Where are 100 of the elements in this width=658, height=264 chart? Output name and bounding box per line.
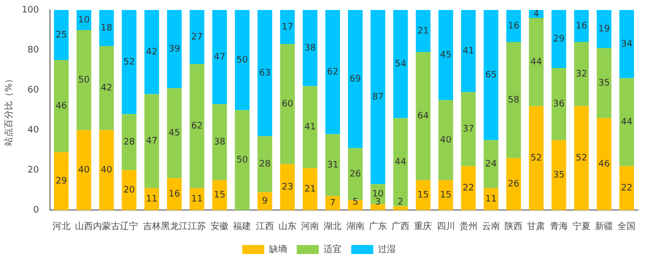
y-tick-label: 60: [28, 85, 40, 96]
x-tick-label: 安徽: [210, 220, 229, 232]
bar: [167, 88, 182, 178]
x-tick-label: 内蒙古: [93, 220, 120, 232]
bar: [506, 158, 521, 210]
bar: [144, 10, 160, 94]
data-label: 15: [440, 190, 452, 201]
x-tick-label: 贵州: [459, 220, 478, 232]
data-label: 45: [168, 128, 180, 138]
bar: [234, 10, 250, 110]
bar: [438, 100, 454, 180]
y-tick-label: 100: [22, 5, 40, 16]
data-label: 47: [214, 52, 226, 62]
bar: [144, 94, 160, 188]
bar: [234, 110, 250, 210]
bar: [325, 10, 340, 134]
bar: [484, 188, 498, 210]
y-tick-label: 20: [28, 166, 40, 176]
data-label: 52: [576, 153, 588, 164]
x-tick-label: 重庆: [414, 220, 432, 232]
y-tick-label: 80: [28, 45, 40, 56]
legend-label: 适宜: [323, 244, 342, 255]
data-label: 40: [440, 135, 452, 146]
data-label: 32: [576, 69, 588, 80]
bar: [144, 188, 160, 210]
data-label: 21: [304, 184, 316, 195]
data-label: 28: [259, 160, 271, 170]
bar: [212, 104, 227, 180]
bar: [325, 196, 340, 210]
x-tick-label: 新疆: [595, 220, 614, 232]
x-tick-label: 四川: [436, 220, 455, 232]
bar: [99, 46, 114, 130]
data-label: 7: [330, 198, 336, 209]
bar: [506, 10, 521, 42]
bar: [167, 10, 182, 88]
bar: [461, 10, 476, 92]
data-label: 15: [417, 190, 429, 201]
bar: [552, 68, 566, 140]
bar: [54, 10, 69, 60]
data-label: 16: [508, 21, 520, 32]
bar: [552, 10, 566, 68]
data-label: 25: [56, 30, 68, 40]
data-label: 34: [620, 39, 633, 50]
data-label: 38: [214, 137, 226, 148]
y-axis-title: 站点百分比（%）: [4, 74, 15, 146]
bar: [393, 10, 408, 118]
bar: [506, 42, 521, 158]
bar: [596, 10, 612, 48]
bar: [438, 180, 454, 210]
bar: [302, 168, 318, 210]
x-tick-label: 辽宁: [120, 220, 138, 232]
bar: [461, 92, 476, 166]
bar: [190, 188, 204, 210]
data-label: 26: [508, 180, 520, 190]
data-label: 35: [598, 78, 610, 88]
bar: [528, 18, 544, 106]
x-tick-label: 云南: [482, 220, 500, 232]
bar: [190, 64, 204, 188]
bar: [574, 42, 589, 106]
data-label: 26: [350, 170, 362, 180]
data-label: 19: [598, 24, 610, 34]
data-label: 44: [620, 117, 633, 128]
legend-label: 缺墒: [268, 244, 287, 255]
data-label: 4: [533, 9, 540, 20]
bar: [54, 60, 69, 152]
bar: [370, 204, 386, 210]
bar: [484, 10, 498, 140]
x-tick-label: 全国: [618, 220, 636, 232]
data-label: 46: [56, 101, 68, 112]
data-label: 50: [236, 155, 248, 166]
y-tick-label: 0: [33, 206, 40, 216]
bar: [393, 118, 408, 206]
bar: [370, 10, 386, 184]
bar: [574, 10, 589, 42]
data-label: 64: [417, 111, 430, 122]
data-label: 62: [191, 121, 203, 132]
bar: [619, 78, 634, 166]
data-label: 44: [530, 57, 542, 68]
data-label: 29: [56, 176, 68, 187]
bar: [258, 10, 272, 136]
data-label: 45: [440, 50, 452, 60]
bar: [258, 192, 272, 210]
data-label: 35: [553, 170, 565, 181]
x-tick-label: 黑龙江: [160, 220, 188, 232]
data-label: 44: [394, 157, 407, 168]
data-label: 11: [191, 194, 203, 205]
data-label: 54: [394, 59, 407, 70]
data-label: 40: [78, 166, 90, 176]
data-label: 23: [282, 182, 294, 193]
data-label: 22: [620, 184, 632, 194]
bar: [280, 10, 295, 44]
data-label: 40: [100, 166, 113, 176]
data-label: 29: [553, 34, 565, 44]
y-tick-label: 40: [28, 125, 40, 136]
data-label: 11: [146, 194, 158, 205]
data-label: 20: [123, 186, 136, 196]
bar: [484, 140, 498, 188]
bar: [190, 10, 204, 64]
data-label: 17: [282, 22, 294, 32]
x-tick-label: 吉林: [142, 220, 161, 232]
